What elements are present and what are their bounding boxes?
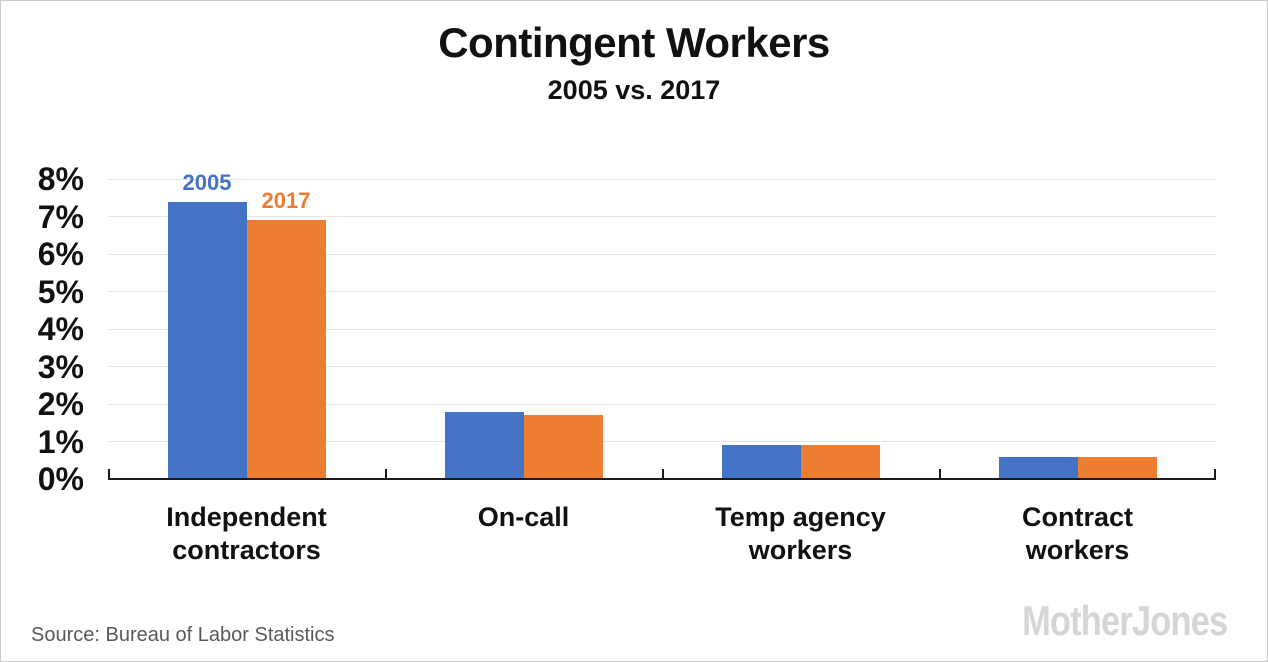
axis-boundary-tick: [385, 469, 387, 479]
category-label-on-call: On-call: [477, 502, 570, 532]
gridline-8%: [108, 178, 1216, 180]
y-tick-label-5%: 5%: [37, 273, 84, 310]
gridline-6%: [108, 253, 1216, 255]
chart-title: Contingent Workers: [438, 19, 830, 66]
gridline-5%: [108, 291, 1216, 292]
y-tick-label-7%: 7%: [37, 198, 84, 235]
series-label-2017: 2017: [261, 188, 311, 214]
bar-2005-on-call: [444, 411, 524, 479]
y-tick-label-2%: 2%: [37, 386, 84, 422]
category-label-temp-agency-workers: Temp agency workers: [715, 502, 886, 565]
category-label-contract-workers: Contract workers: [1021, 502, 1133, 565]
y-tick-label-6%: 6%: [37, 236, 84, 272]
bar-2005-independent-contractors: [167, 201, 247, 479]
axis-boundary-tick: [1214, 469, 1216, 479]
x-axis-line: [108, 478, 1216, 480]
y-tick-label-3%: 3%: [37, 348, 84, 385]
y-tick-label-1%: 1%: [37, 423, 84, 460]
bar-2005-temp-agency-workers: [721, 445, 801, 479]
plot-area: 2005 2017: [108, 170, 1216, 480]
axis-boundary-tick: [662, 469, 664, 479]
gridline-2%: [108, 403, 1216, 405]
axis-boundary-tick: [939, 469, 941, 479]
series-label-2005: 2005: [182, 169, 232, 195]
gridline-4%: [108, 328, 1216, 330]
source-note: Source: Bureau of Labor Statistics: [31, 624, 335, 646]
gridline-1%: [108, 441, 1216, 442]
bar-2017-temp-agency-workers: [800, 445, 880, 479]
y-tick-label-0%: 0%: [37, 461, 84, 497]
bar-2017-contract-workers: [1077, 456, 1157, 479]
bar-2017-independent-contractors: [246, 220, 326, 479]
y-tick-label-8%: 8%: [37, 161, 84, 197]
chart-subtitle: 2005 vs. 2017: [547, 75, 721, 105]
bar-2005-contract-workers: [998, 456, 1078, 479]
gridline-7%: [108, 216, 1216, 217]
bar-2017-on-call: [523, 415, 603, 479]
y-tick-label-4%: 4%: [37, 311, 84, 347]
mother-jones-logo: MotherJones: [1021, 597, 1228, 644]
axis-boundary-tick: [108, 469, 110, 479]
gridline-3%: [108, 366, 1216, 367]
category-label-independent-contractors: Independent contractors: [166, 502, 327, 565]
